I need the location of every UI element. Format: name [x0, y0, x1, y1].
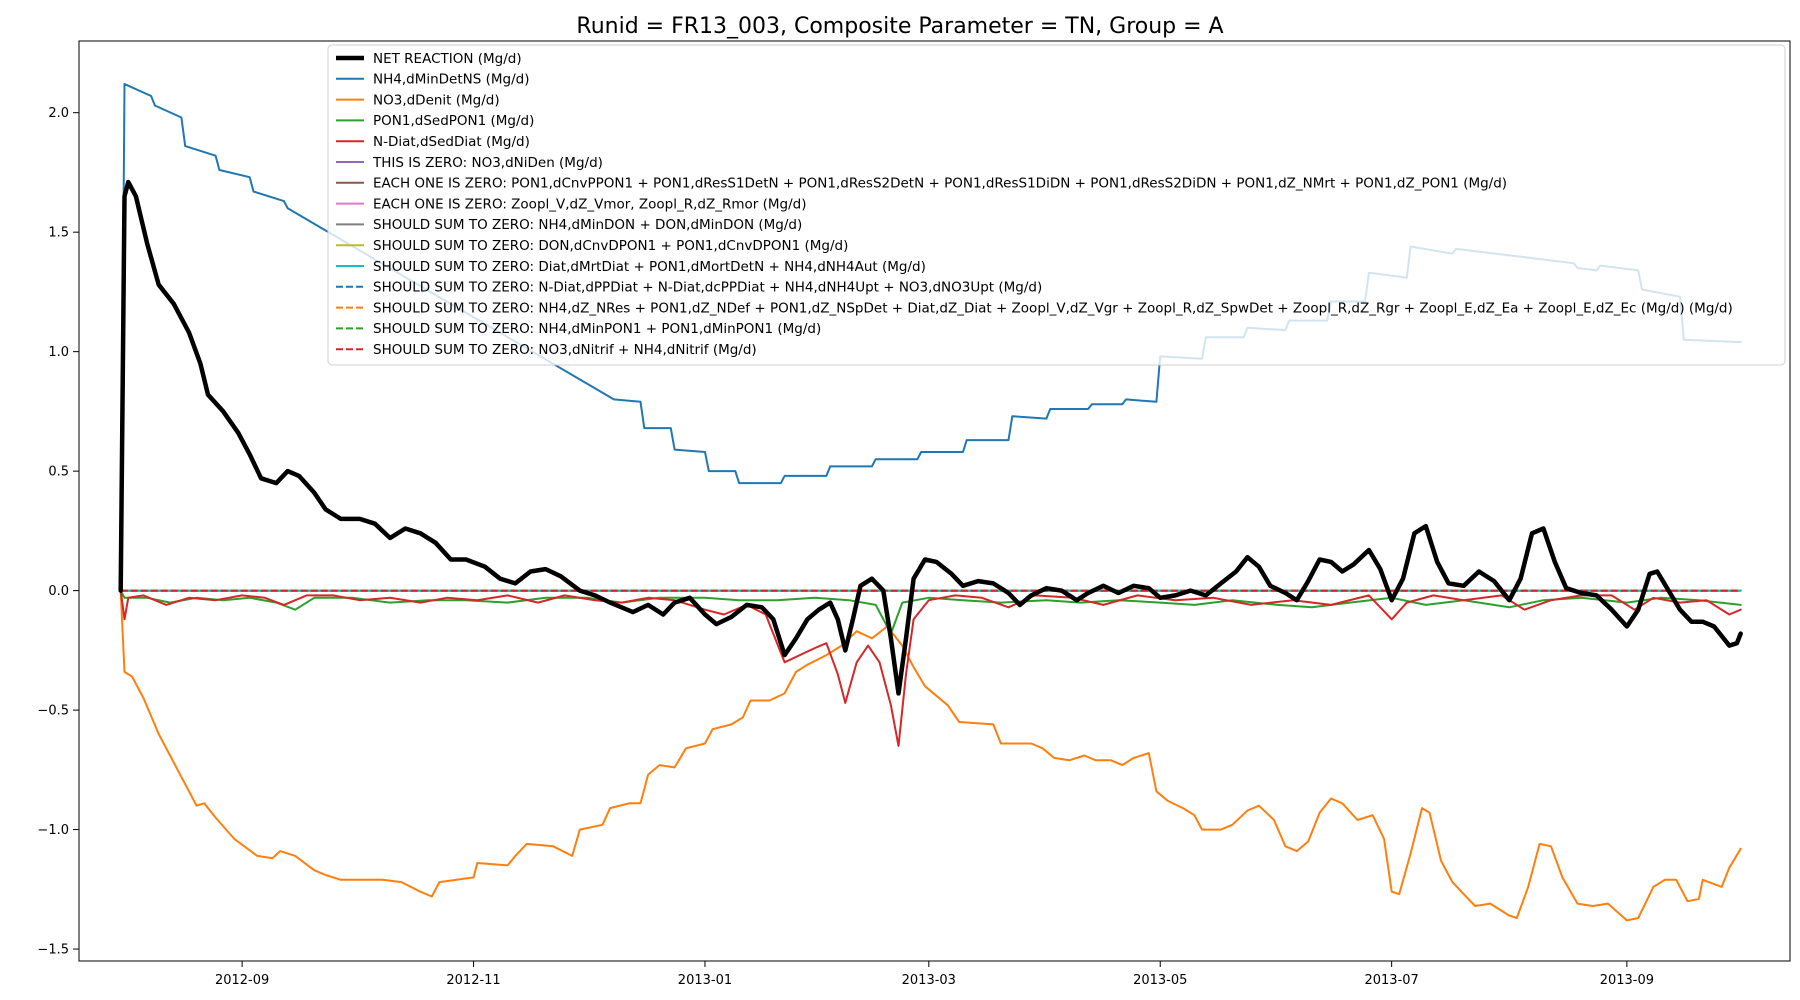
chart-title: Runid = FR13_003, Composite Parameter = …	[576, 14, 1223, 39]
legend-entry: NET REACTION (Mg/d)	[373, 51, 522, 67]
x-tick-label: 2013-09	[1600, 973, 1654, 988]
legend-entry: N-Diat,dSedDiat (Mg/d)	[373, 134, 530, 150]
y-tick-label: 0.0	[48, 584, 69, 599]
legend-entry: SHOULD SUM TO ZERO: NH4,dMinDON + DON,dM…	[373, 217, 802, 233]
legend-entry: EACH ONE IS ZERO: Zoopl_V,dZ_Vmor, Zoopl…	[373, 196, 806, 212]
legend-entry: SHOULD SUM TO ZERO: DON,dCnvDPON1 + PON1…	[373, 238, 848, 254]
x-axis: 2012-09 2012-11 2013-01 2013-03 2013-05 2013-…	[215, 961, 1654, 988]
y-tick-label: 2.0	[48, 106, 69, 121]
y-tick-label: −1.0	[37, 823, 69, 838]
y-tick-label: 0.5	[48, 465, 69, 480]
y-tick-label: 1.5	[48, 226, 69, 241]
legend-entry: SHOULD SUM TO ZERO: N-Diat,dPPDiat + N-D…	[373, 280, 1042, 296]
legend-entry: SHOULD SUM TO ZERO: NO3,dNitrif + NH4,dN…	[373, 342, 757, 358]
y-tick-label: −0.5	[37, 704, 69, 719]
y-axis: −1.5 −1.0 −0.5 0.0 0.5 1.0 1.5 2.0	[37, 106, 79, 958]
series-line-4	[119, 589, 1742, 747]
y-tick-label: 1.0	[48, 345, 69, 360]
plot-frame	[78, 40, 1791, 962]
legend-entry: EACH ONE IS ZERO: PON1,dCnvPPON1 + PON1,…	[373, 176, 1507, 192]
legend-entry: THIS IS ZERO: NO3,dNiDen (Mg/d)	[372, 155, 603, 171]
x-tick-label: 2012-09	[215, 973, 269, 988]
x-tick-label: 2013-07	[1364, 973, 1418, 988]
legend: NET REACTION (Mg/d) NH4,dMinDetNS (Mg/d) N…	[327, 44, 1786, 366]
legend-box	[327, 44, 1786, 366]
legend-entry: PON1,dSedPON1 (Mg/d)	[373, 113, 534, 129]
legend-entry: SHOULD SUM TO ZERO: Diat,dMrtDiat + PON1…	[373, 259, 926, 275]
legend-entry: SHOULD SUM TO ZERO: NH4,dZ_NRes + PON1,d…	[373, 300, 1733, 316]
x-tick-label: 2013-05	[1133, 973, 1187, 988]
legend-entry: NH4,dMinDetNS (Mg/d)	[373, 72, 529, 88]
series-line-0	[118, 179, 1743, 696]
legend-entry: SHOULD SUM TO ZERO: NH4,dMinPON1 + PON1,…	[373, 321, 821, 337]
series-line-3	[119, 589, 1742, 635]
x-tick-label: 2013-01	[678, 973, 732, 988]
series-line-2	[119, 589, 1742, 922]
x-tick-label: 2012-11	[446, 973, 500, 988]
legend-entry: NO3,dDenit (Mg/d)	[373, 92, 500, 108]
y-tick-label: −1.5	[37, 943, 69, 958]
x-tick-label: 2013-03	[902, 973, 956, 988]
